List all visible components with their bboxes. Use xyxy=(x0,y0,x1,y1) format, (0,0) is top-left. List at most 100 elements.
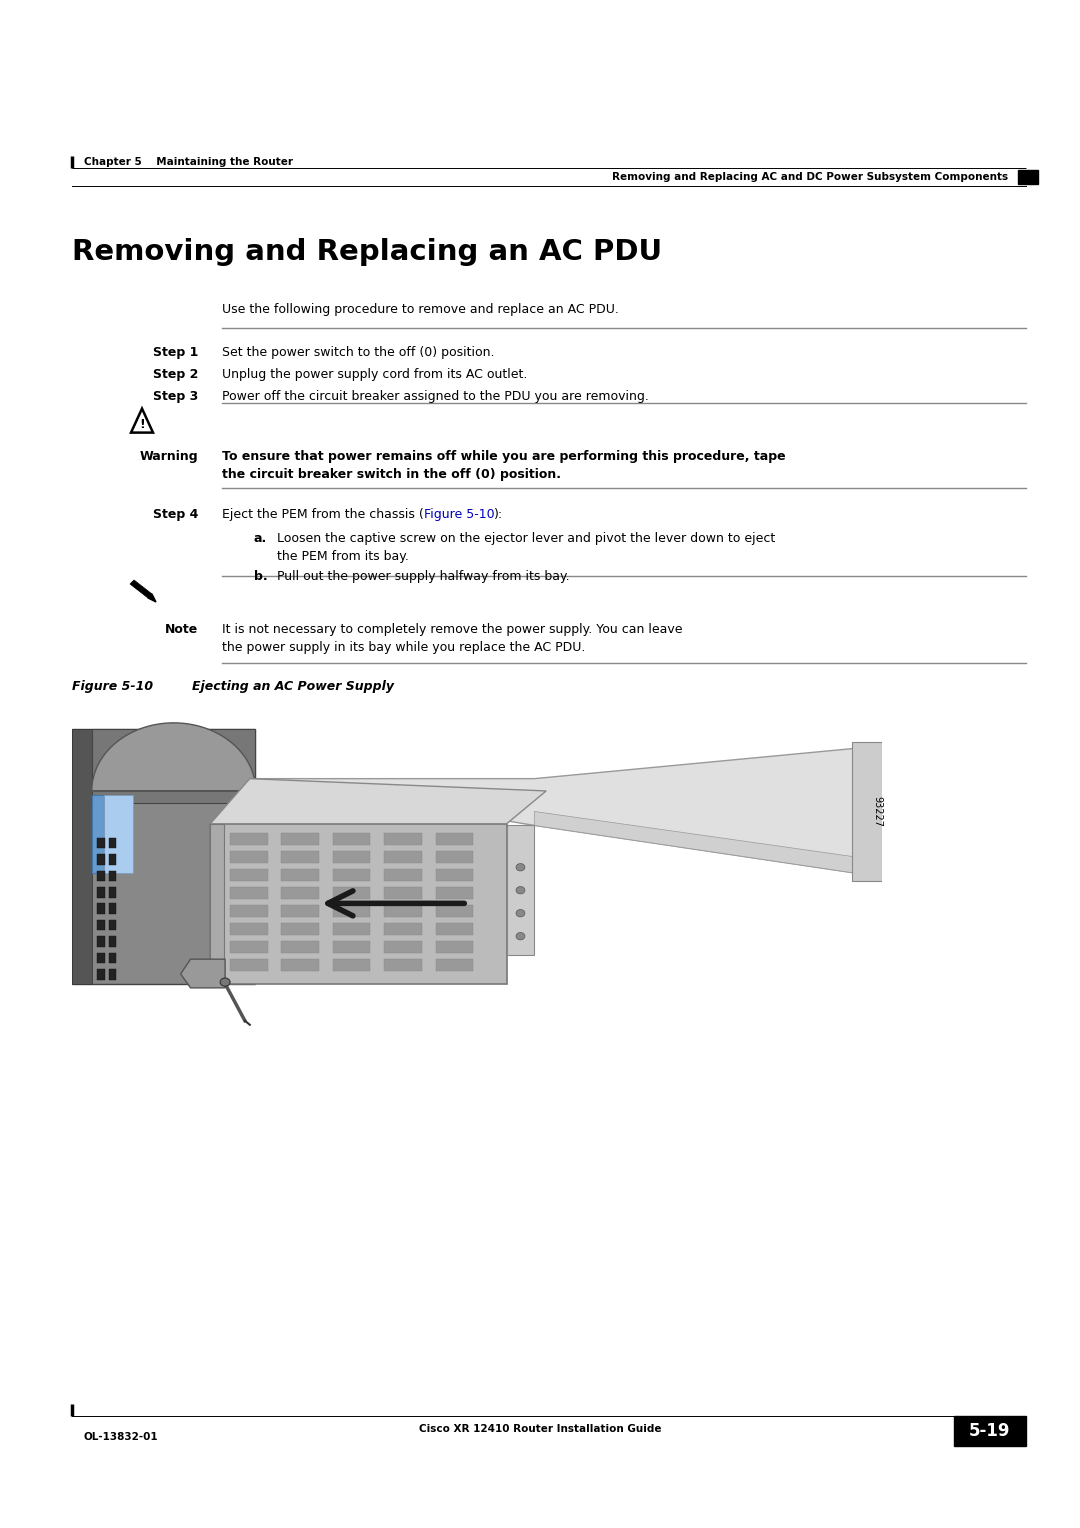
Bar xyxy=(852,741,882,882)
Text: 5-19: 5-19 xyxy=(969,1423,1011,1439)
Bar xyxy=(230,960,268,972)
Bar xyxy=(282,923,319,935)
Bar xyxy=(384,886,421,900)
Text: 93227: 93227 xyxy=(872,796,882,827)
Bar xyxy=(435,960,473,972)
Polygon shape xyxy=(211,779,546,824)
Bar xyxy=(282,941,319,953)
Bar xyxy=(109,903,117,914)
Bar xyxy=(97,920,105,931)
Text: Figure 5-10: Figure 5-10 xyxy=(72,680,153,694)
Bar xyxy=(435,923,473,935)
Polygon shape xyxy=(180,960,225,989)
Bar xyxy=(384,923,421,935)
Bar xyxy=(282,960,319,972)
Text: Unplug the power supply cord from its AC outlet.: Unplug the power supply cord from its AC… xyxy=(222,368,527,380)
Bar xyxy=(333,833,370,845)
Circle shape xyxy=(516,932,525,940)
Text: Use the following procedure to remove and replace an AC PDU.: Use the following procedure to remove an… xyxy=(222,303,619,316)
Bar xyxy=(97,854,105,865)
Text: Chapter 5    Maintaining the Router: Chapter 5 Maintaining the Router xyxy=(84,157,293,167)
Text: Step 1: Step 1 xyxy=(152,345,198,359)
Text: ):: ): xyxy=(495,507,503,521)
Bar xyxy=(104,795,133,872)
Bar xyxy=(384,833,421,845)
Text: Step 2: Step 2 xyxy=(152,368,198,380)
Bar xyxy=(435,905,473,917)
Text: Ejecting an AC Power Supply: Ejecting an AC Power Supply xyxy=(192,680,394,694)
Text: Loosen the captive screw on the ejector lever and pivot the lever down to eject
: Loosen the captive screw on the ejector … xyxy=(276,532,775,562)
Text: Warning: Warning xyxy=(139,451,198,463)
Polygon shape xyxy=(92,723,256,792)
Bar xyxy=(109,952,117,963)
Bar xyxy=(435,941,473,953)
Bar xyxy=(97,886,105,897)
Bar xyxy=(384,851,421,863)
Bar xyxy=(230,851,268,863)
Bar xyxy=(384,869,421,882)
Text: Eject the PEM from the chassis (: Eject the PEM from the chassis ( xyxy=(222,507,423,521)
Bar xyxy=(230,905,268,917)
Bar xyxy=(333,851,370,863)
Bar xyxy=(72,729,92,984)
Bar xyxy=(384,941,421,953)
Bar xyxy=(1018,170,1038,183)
Bar xyxy=(384,960,421,972)
Polygon shape xyxy=(535,811,882,877)
Text: Pull out the power supply halfway from its bay.: Pull out the power supply halfway from i… xyxy=(276,570,569,584)
Bar xyxy=(230,869,268,882)
Bar xyxy=(954,1416,1026,1445)
Polygon shape xyxy=(148,594,156,602)
Bar xyxy=(230,886,268,900)
Polygon shape xyxy=(130,581,152,597)
Text: Step 3: Step 3 xyxy=(152,390,198,403)
Bar xyxy=(109,937,117,947)
Bar xyxy=(97,871,105,882)
Text: Removing and Replacing AC and DC Power Subsystem Components: Removing and Replacing AC and DC Power S… xyxy=(612,173,1008,182)
Bar xyxy=(97,969,105,979)
Circle shape xyxy=(516,909,525,917)
Text: Removing and Replacing an AC PDU: Removing and Replacing an AC PDU xyxy=(72,238,662,266)
Text: !: ! xyxy=(139,417,145,431)
Bar xyxy=(333,905,370,917)
Bar xyxy=(384,905,421,917)
Text: Set the power switch to the off (0) position.: Set the power switch to the off (0) posi… xyxy=(222,345,495,359)
Bar xyxy=(109,837,117,848)
Bar xyxy=(282,905,319,917)
Bar xyxy=(92,795,104,872)
Polygon shape xyxy=(92,729,255,804)
Text: Figure 5-10: Figure 5-10 xyxy=(423,507,495,521)
Circle shape xyxy=(516,863,525,871)
Bar xyxy=(109,969,117,979)
Bar xyxy=(109,886,117,897)
Bar xyxy=(97,903,105,914)
Bar xyxy=(230,923,268,935)
Bar xyxy=(211,824,225,984)
Bar xyxy=(435,886,473,900)
Bar xyxy=(435,833,473,845)
Bar xyxy=(507,825,535,955)
Bar xyxy=(109,854,117,865)
Bar xyxy=(211,824,507,984)
Bar xyxy=(282,833,319,845)
Bar xyxy=(282,869,319,882)
Bar xyxy=(435,851,473,863)
Bar xyxy=(72,729,255,984)
Text: It is not necessary to completely remove the power supply. You can leave
the pow: It is not necessary to completely remove… xyxy=(222,623,683,654)
Text: Note: Note xyxy=(165,623,198,636)
Bar xyxy=(333,886,370,900)
Bar xyxy=(333,941,370,953)
Bar xyxy=(230,941,268,953)
Text: To ensure that power remains off while you are performing this procedure, tape
t: To ensure that power remains off while y… xyxy=(222,451,785,481)
Circle shape xyxy=(516,886,525,894)
Circle shape xyxy=(220,978,230,986)
Polygon shape xyxy=(249,746,882,877)
Bar xyxy=(109,871,117,882)
Text: a.: a. xyxy=(254,532,267,545)
Text: b.: b. xyxy=(254,570,268,584)
Bar xyxy=(230,833,268,845)
Bar xyxy=(435,869,473,882)
Bar xyxy=(109,920,117,931)
Text: Power off the circuit breaker assigned to the PDU you are removing.: Power off the circuit breaker assigned t… xyxy=(222,390,649,403)
Text: Cisco XR 12410 Router Installation Guide: Cisco XR 12410 Router Installation Guide xyxy=(419,1424,661,1433)
